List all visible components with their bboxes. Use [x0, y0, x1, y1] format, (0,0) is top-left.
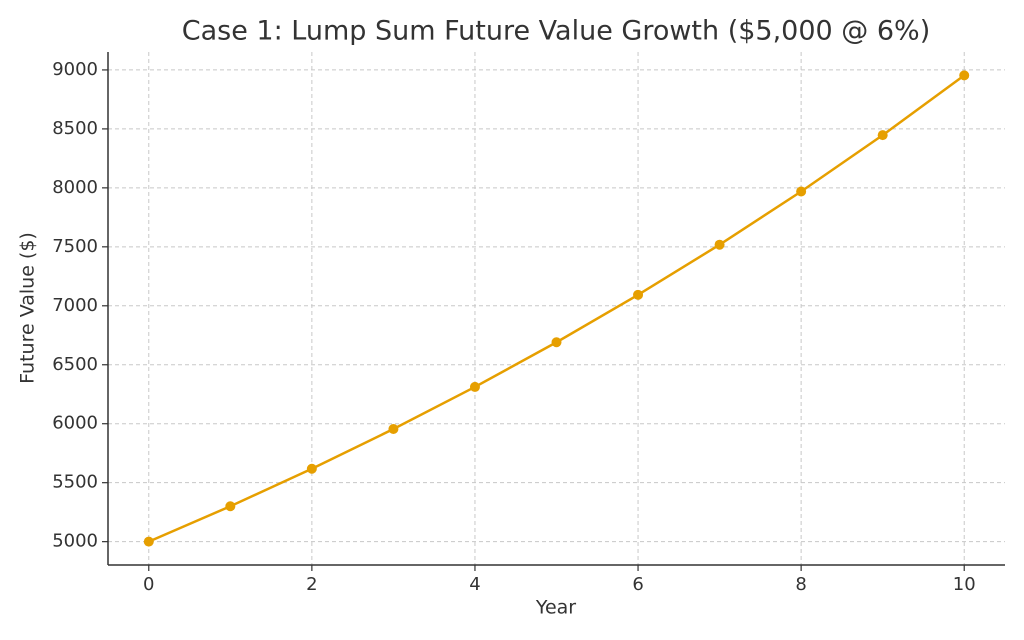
y-tick-label: 9000	[52, 59, 98, 80]
marker	[225, 501, 236, 512]
chart-title: Case 1: Lump Sum Future Value Growth ($5…	[182, 16, 931, 47]
y-tick-label: 5500	[52, 472, 98, 493]
marker	[143, 536, 154, 547]
y-tick-label: 6000	[52, 413, 98, 434]
x-axis-label: Year	[535, 597, 576, 619]
y-axis-label: Future Value ($)	[17, 232, 39, 384]
x-tick-label: 4	[469, 574, 480, 595]
marker	[551, 337, 562, 348]
x-tick-label: 6	[632, 574, 643, 595]
y-tick-label: 8000	[52, 177, 98, 198]
x-tick-label: 8	[795, 574, 806, 595]
y-tick-label: 5000	[52, 531, 98, 552]
marker	[469, 381, 480, 392]
y-tick-label: 7000	[52, 295, 98, 316]
marker	[796, 186, 807, 197]
x-tick-label: 0	[143, 574, 154, 595]
y-tick-label: 8500	[52, 118, 98, 139]
marker	[714, 239, 725, 250]
marker	[633, 289, 644, 300]
marker	[877, 130, 888, 141]
y-tick-label: 6500	[52, 354, 98, 375]
marker	[306, 463, 317, 474]
line	[148, 74, 965, 543]
y-tick-label: 7500	[52, 236, 98, 257]
marker	[388, 424, 399, 435]
marker	[959, 70, 970, 81]
x-tick-label: 2	[306, 574, 317, 595]
x-tick-label: 10	[953, 574, 976, 595]
